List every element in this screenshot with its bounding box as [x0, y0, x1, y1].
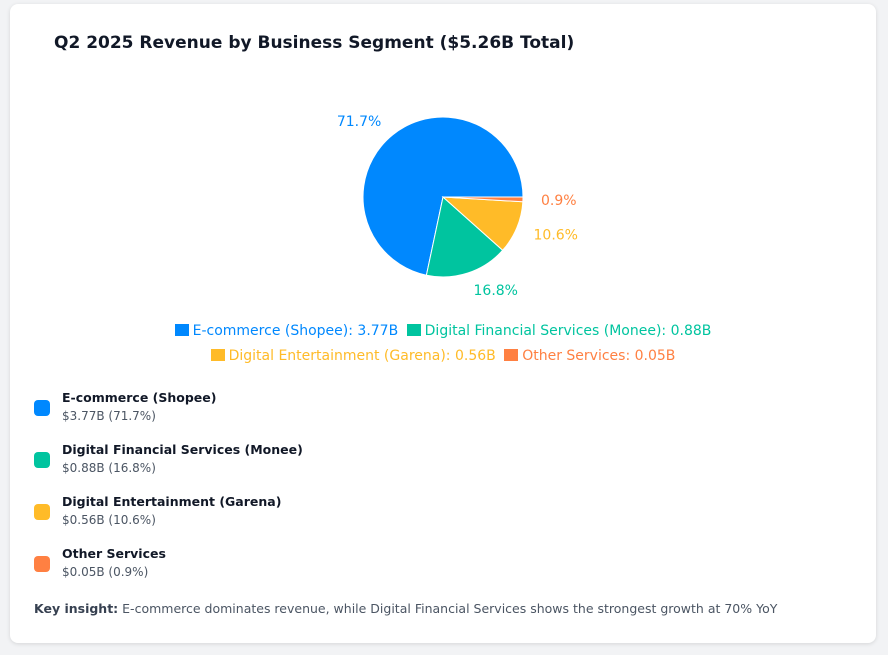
legend-item-other[interactable]: Other Services: 0.05B: [504, 347, 675, 365]
segment-name: Digital Entertainment (Garena): [62, 494, 282, 509]
key-insight: Key insight: E-commerce dominates revenu…: [34, 601, 777, 616]
segment-row-entertainment: Digital Entertainment (Garena) $0.56B (1…: [34, 494, 534, 538]
key-insight-label: Key insight:: [34, 601, 119, 616]
segment-color-dot: [34, 556, 50, 572]
legend-item-financial[interactable]: Digital Financial Services (Monee): 0.88…: [406, 322, 712, 340]
pie-label-financial: 16.8%: [474, 283, 518, 299]
pie-label-ecommerce: 71.7%: [337, 114, 381, 130]
key-insight-text: E-commerce dominates revenue, while Digi…: [118, 601, 778, 616]
legend-label-financial: Digital Financial Services (Monee): 0.88…: [424, 323, 712, 339]
pie-slice-financial[interactable]: [425, 196, 504, 278]
legend-swatch-other: [504, 349, 519, 361]
segment-color-dot: [34, 452, 50, 468]
legend-swatch-financial: [406, 324, 421, 336]
segment-name: E-commerce (Shopee): [62, 390, 217, 405]
segment-value: $3.77B (71.7%): [62, 409, 156, 423]
legend-label-ecommerce: E-commerce (Shopee): 3.77B: [192, 323, 399, 339]
legend-swatch-ecommerce: [174, 324, 189, 336]
segment-row-other: Other Services $0.05B (0.9%): [34, 546, 534, 590]
pie-slice-other[interactable]: [442, 196, 524, 203]
chart-title: Q2 2025 Revenue by Business Segment ($5.…: [54, 33, 575, 53]
segment-color-dot: [34, 504, 50, 520]
pie-slice-ecommerce[interactable]: [362, 116, 524, 276]
chart-legend-row-2: Digital Entertainment (Garena): 0.56B Ot…: [10, 347, 876, 365]
segment-name: Other Services: [62, 546, 166, 561]
legend-item-ecommerce[interactable]: E-commerce (Shopee): 3.77B: [174, 322, 399, 340]
segment-row-ecommerce: E-commerce (Shopee) $3.77B (71.7%): [34, 390, 534, 434]
chart-card: Q2 2025 Revenue by Business Segment ($5.…: [10, 4, 876, 643]
legend-swatch-entertainment: [210, 349, 225, 361]
segment-row-financial: Digital Financial Services (Monee) $0.88…: [34, 442, 534, 486]
segment-value: $0.56B (10.6%): [62, 513, 156, 527]
segment-value: $0.88B (16.8%): [62, 461, 156, 475]
segment-color-dot: [34, 400, 50, 416]
pie-label-entertainment: 10.6%: [534, 228, 578, 244]
legend-label-other: Other Services: 0.05B: [522, 348, 676, 364]
pie-label-other: 0.9%: [541, 193, 577, 209]
segment-name: Digital Financial Services (Monee): [62, 442, 303, 457]
pie-chart: 71.7% 16.8% 10.6% 0.9%: [337, 114, 578, 299]
chart-legend-row-1: E-commerce (Shopee): 3.77B Digital Finan…: [10, 322, 876, 340]
segment-value: $0.05B (0.9%): [62, 565, 149, 579]
legend-item-entertainment[interactable]: Digital Entertainment (Garena): 0.56B: [210, 347, 496, 365]
legend-label-entertainment: Digital Entertainment (Garena): 0.56B: [228, 348, 496, 364]
